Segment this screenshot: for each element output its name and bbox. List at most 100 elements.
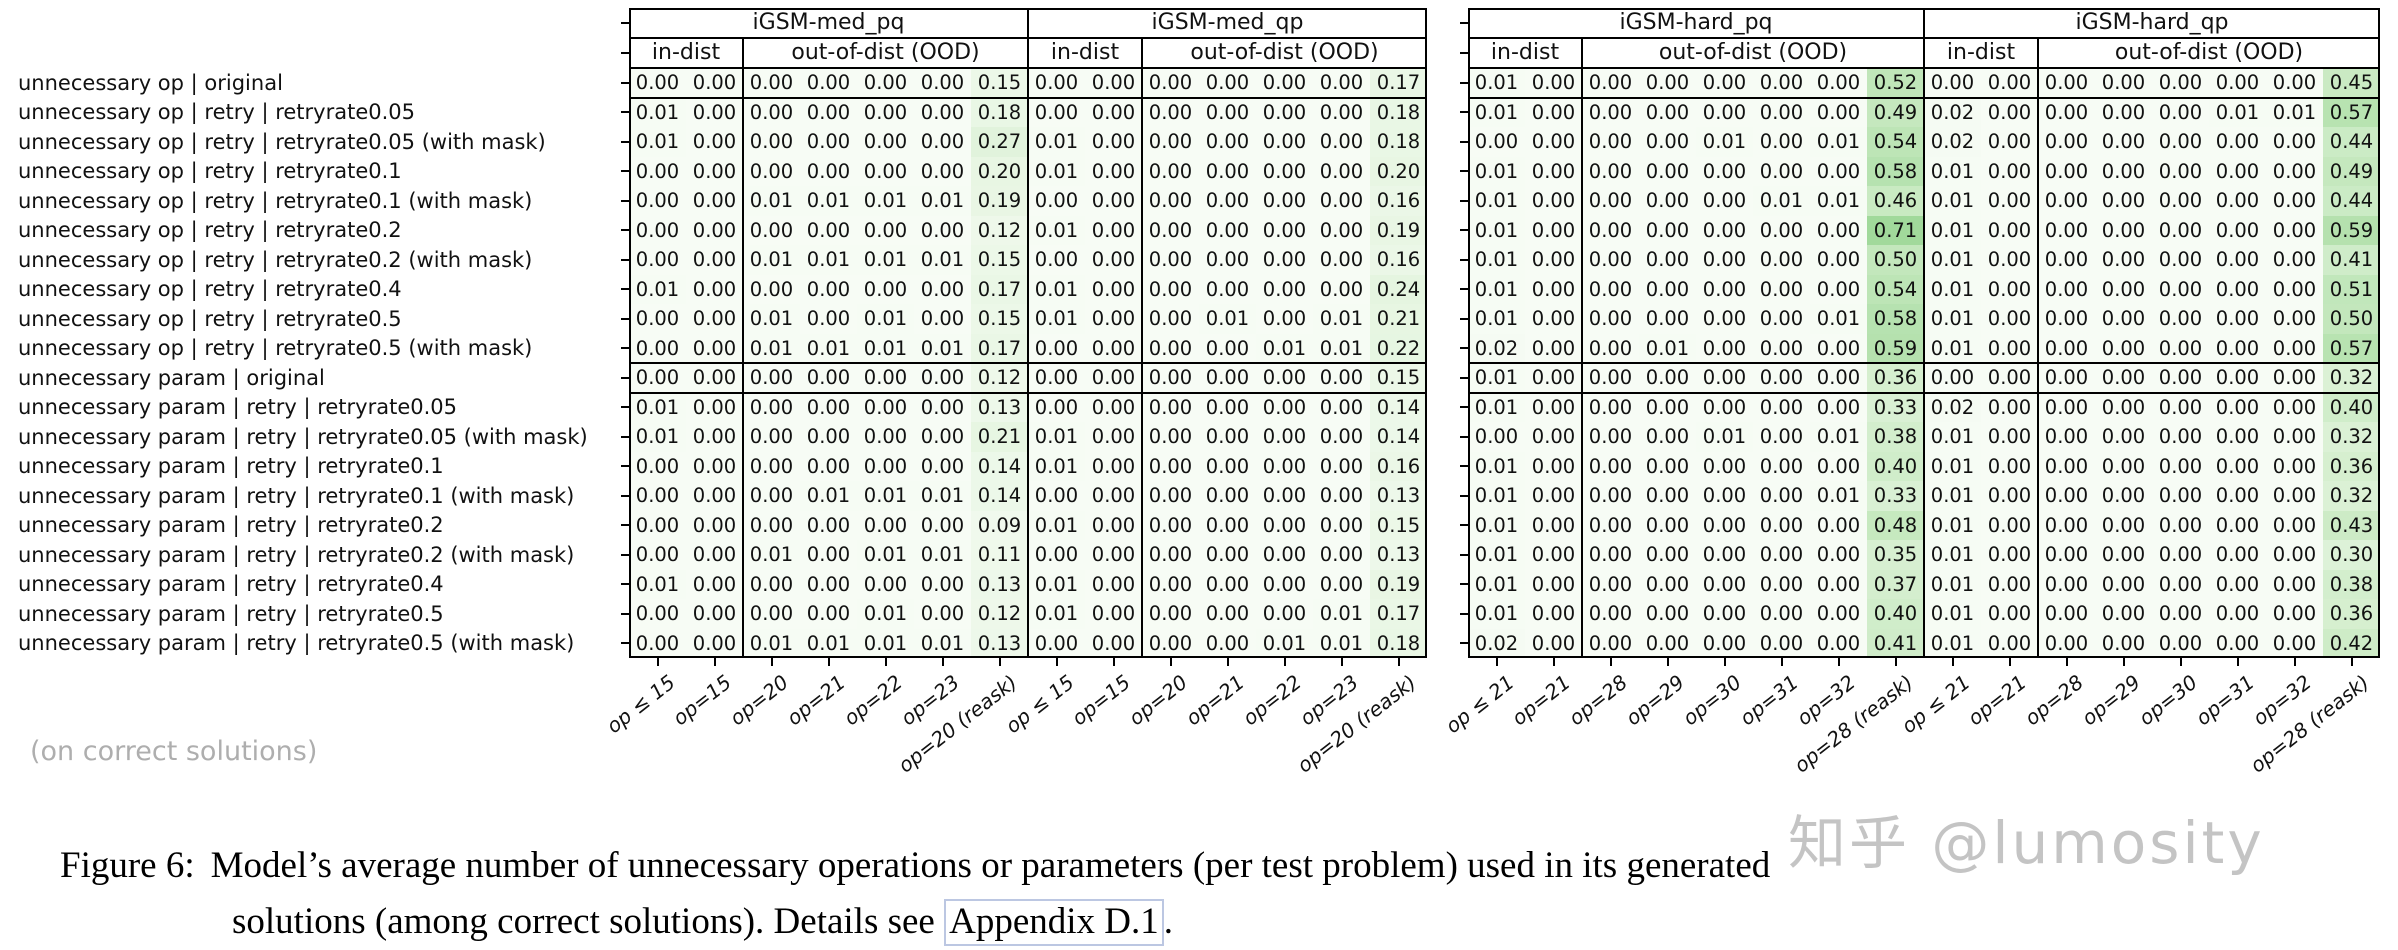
heatmap-cell: 0.01 [1924,628,1981,658]
heatmap-cell: 0.00 [800,363,857,393]
heatmap-cell: 0.00 [2152,304,2209,334]
heatmap-cell: 0.00 [1142,569,1199,599]
heatmap-cell: 0.00 [1525,599,1582,629]
heatmap-cell: 0.00 [2095,127,2152,157]
heatmap-cell: 0.00 [914,422,971,452]
heatmap-cell: 0.14 [971,481,1028,511]
heatmap-cell: 0.00 [1639,127,1696,157]
heatmap-cell: 0.00 [686,392,743,422]
row-label: unnecessary param | retry | retryrate0.2… [18,542,575,567]
heatmap-cell: 0.00 [1142,422,1199,452]
heatmap-cell: 0.00 [629,363,686,393]
heatmap-cell: 0.00 [1256,127,1313,157]
heatmap-cell: 0.15 [971,245,1028,275]
heatmap-cell: 0.00 [2095,68,2152,98]
heatmap-cell: 0.00 [686,304,743,334]
heatmap-cell: 0.01 [1924,274,1981,304]
heatmap-cell: 0.16 [1370,451,1427,481]
heatmap-cell: 0.00 [686,68,743,98]
heatmap-cell: 0.59 [2323,215,2380,245]
heatmap-cell: 0.51 [2323,274,2380,304]
y-axis-tick [1460,52,1468,54]
group-divider [1923,8,1925,658]
heatmap-cell: 0.49 [2323,156,2380,186]
heatmap-cell: 0.00 [1028,186,1085,216]
heatmap-cell: 0.00 [1810,451,1867,481]
heatmap-cell: 0.00 [1639,422,1696,452]
heatmap-cell: 0.01 [1468,304,1525,334]
heatmap-cell: 0.00 [629,215,686,245]
heatmap-cell: 0.00 [1981,481,2038,511]
heatmap-cell: 0.00 [2152,392,2209,422]
column-label: op ≤ 15 [601,670,680,739]
heatmap-cell: 0.00 [1468,422,1525,452]
column-label: op=31 [1735,670,1804,731]
heatmap-cell: 0.00 [1696,451,1753,481]
heatmap-cell: 0.00 [800,156,857,186]
heatmap-cell: 0.01 [1313,628,1370,658]
heatmap-cell: 0.00 [857,156,914,186]
heatmap-cell: 0.01 [629,422,686,452]
heatmap-cell: 0.00 [2266,245,2323,275]
appendix-link[interactable]: Appendix D.1 [944,899,1164,946]
section-header: in-dist [1490,40,1560,65]
heatmap-cell: 0.00 [1256,304,1313,334]
heatmap-cell: 0.00 [1525,68,1582,98]
y-axis-tick [1460,465,1468,468]
heatmap-cell: 0.00 [2152,363,2209,393]
heatmap-cell: 0.00 [1753,451,1810,481]
heatmap-cell: 0.01 [1028,274,1085,304]
x-axis-tick [2122,658,2125,666]
heatmap-cell: 0.00 [2152,274,2209,304]
heatmap-cell: 0.00 [629,599,686,629]
heatmap-cell: 0.00 [2266,540,2323,570]
column-label: op=20 [725,670,794,731]
heatmap-cell: 0.00 [1639,274,1696,304]
heatmap-cell: 0.00 [2038,304,2095,334]
heatmap-cell: 0.00 [1696,569,1753,599]
heatmap-cell: 0.01 [857,599,914,629]
heatmap-cell: 0.00 [686,97,743,127]
heatmap-cell: 0.00 [857,451,914,481]
heatmap-cell: 0.00 [1639,97,1696,127]
heatmap-cell: 0.00 [686,599,743,629]
heatmap-cell: 0.00 [1199,569,1256,599]
heatmap-cell: 0.44 [2323,127,2380,157]
heatmap-cell: 0.00 [1256,510,1313,540]
heatmap-cell: 0.00 [1639,392,1696,422]
column-label: op=20 [1124,670,1193,731]
heatmap-cell: 0.00 [2209,481,2266,511]
y-axis-tick [621,553,629,556]
y-axis-tick [621,22,629,24]
heatmap-cell: 0.00 [800,392,857,422]
table-rule [629,67,1427,69]
heatmap-cell: 0.01 [914,186,971,216]
y-axis-tick [621,140,629,143]
x-axis-tick [1112,658,1115,666]
heatmap-cell: 0.01 [1028,599,1085,629]
heatmap-cell: 0.13 [1370,540,1427,570]
heatmap-cell: 0.00 [857,215,914,245]
heatmap-cell: 0.00 [1582,422,1639,452]
y-axis-tick [1460,170,1468,173]
heatmap-cell: 0.00 [857,510,914,540]
heatmap-cell: 0.16 [1370,245,1427,275]
heatmap-cell: 0.00 [1085,68,1142,98]
heatmap-cell: 0.01 [1468,274,1525,304]
heatmap-cell: 0.00 [1256,186,1313,216]
heatmap-cell: 0.36 [2323,599,2380,629]
heatmap-cell: 0.00 [1981,599,2038,629]
heatmap-cell: 0.01 [1924,156,1981,186]
heatmap-cell: 0.00 [1142,68,1199,98]
heatmap-cell: 0.00 [1582,186,1639,216]
heatmap-cell: 0.00 [2038,186,2095,216]
row-label: unnecessary param | retry | retryrate0.5… [18,631,575,656]
heatmap-cell: 0.00 [1142,304,1199,334]
heatmap-cell: 0.46 [1867,186,1924,216]
row-label: unnecessary op | retry | retryrate0.2 [18,218,402,243]
heatmap-cell: 0.00 [1313,97,1370,127]
heatmap-cell: 0.58 [1867,304,1924,334]
heatmap-cell: 0.00 [1981,97,2038,127]
heatmap-cell: 0.00 [1696,392,1753,422]
y-axis-tick [1460,524,1468,527]
